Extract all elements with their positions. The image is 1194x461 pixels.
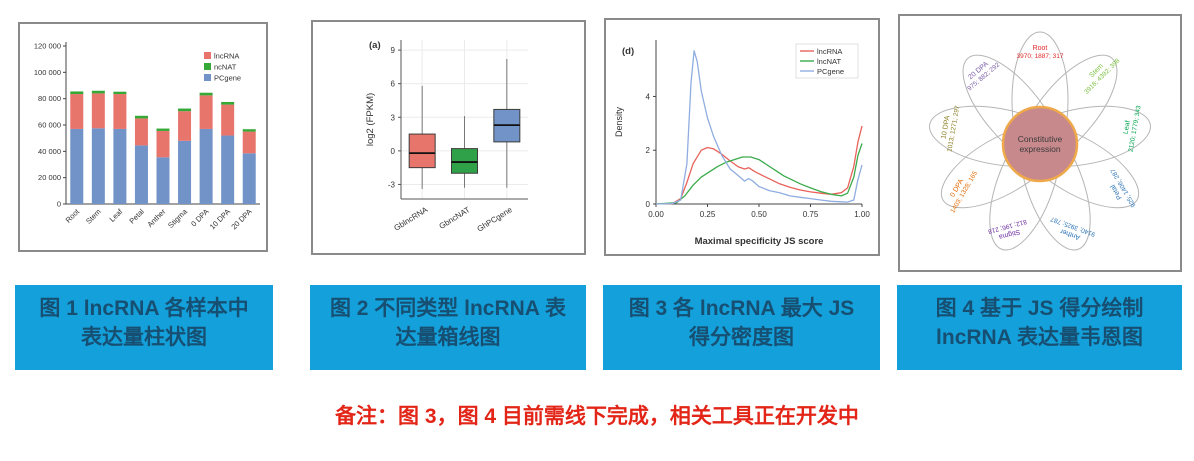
svg-text:log2 (FPKM): log2 (FPKM) — [365, 93, 376, 146]
svg-text:10 DPA: 10 DPA — [940, 115, 951, 140]
svg-text:Anther: Anther — [145, 207, 167, 229]
svg-text:Root: Root — [64, 206, 82, 224]
svg-text:9: 9 — [391, 46, 396, 55]
footnote-text: 备注：图 3，图 4 目前需线下完成，相关工具正在开发中 — [335, 405, 859, 428]
svg-text:PCgene: PCgene — [817, 67, 844, 76]
bar-plot-area: 0 20 000 40 000 60 000 80 000 100 000 120 000 R… — [34, 42, 260, 231]
box-plot-area: -3 0 3 6 9 GblncRNA GbncNAT GhPCgene — [388, 40, 528, 234]
caption-figure-4-text: 图 4 基于 JS 得分绘制 lncRNA 表达量韦恩图 — [935, 296, 1144, 349]
svg-text:20 DPA: 20 DPA — [229, 207, 253, 231]
density-plot-area: 0 2 4 0.00 0.25 0.50 0.75 1.00 — [646, 40, 870, 219]
svg-text:3: 3 — [391, 113, 396, 122]
box-plot-canvas: -3 0 3 6 9 GblncRNA GbncNAT GhPCgene (a) log2 (FP… — [365, 40, 528, 234]
svg-text:Leaf: Leaf — [108, 206, 125, 223]
svg-text:Leaf: Leaf — [1123, 120, 1132, 135]
svg-text:0: 0 — [57, 200, 61, 209]
density-plot-canvas: 0 2 4 0.00 0.25 0.50 0.75 1.00 lncRNAlncNATPCgen… — [614, 40, 870, 247]
svg-text:Density: Density — [614, 106, 624, 137]
svg-text:lncRNA: lncRNA — [214, 52, 239, 61]
svg-text:ncNAT: ncNAT — [214, 63, 237, 72]
svg-text:expression: expression — [1019, 144, 1060, 154]
svg-text:40 000: 40 000 — [38, 147, 61, 156]
svg-text:Petal: Petal — [127, 207, 146, 226]
svg-text:GhPCgene: GhPCgene — [476, 205, 515, 234]
caption-figure-1: 图 1 lncRNA 各样本中表达量柱状图 — [15, 285, 273, 370]
svg-text:Constitutive: Constitutive — [1018, 134, 1063, 144]
caption-figure-2: 图 2 不同类型 lncRNA 表达量箱线图 — [310, 285, 586, 370]
svg-text:lncRNA: lncRNA — [817, 47, 842, 56]
svg-text:3918; 4392; 398: 3918; 4392; 398 — [1083, 57, 1121, 95]
svg-text:lncNAT: lncNAT — [817, 57, 841, 66]
svg-text:80 000: 80 000 — [38, 94, 61, 103]
svg-text:3970; 1887; 317: 3970; 1887; 317 — [1017, 53, 1064, 60]
svg-text:Maximal specificity JS score: Maximal specificity JS score — [695, 236, 824, 247]
caption-figure-3-text: 图 3 各 lncRNA 最大 JS 得分密度图 — [628, 296, 855, 349]
svg-text:Stem: Stem — [84, 207, 103, 226]
svg-text:1.00: 1.00 — [854, 210, 870, 219]
caption-figure-2-text: 图 2 不同类型 lncRNA 表达量箱线图 — [329, 296, 567, 349]
svg-text:(a): (a) — [369, 40, 381, 51]
stacked-bar-chart-canvas: 0 20 000 40 000 60 000 80 000 100 000 120 000 R… — [34, 42, 260, 231]
caption-figure-3: 图 3 各 lncRNA 最大 JS 得分密度图 — [603, 285, 880, 370]
svg-text:60 000: 60 000 — [38, 121, 61, 130]
figure-panel-1: 0 20 000 40 000 60 000 80 000 100 000 120 000 R… — [18, 22, 268, 252]
svg-text:6: 6 — [391, 80, 396, 89]
svg-text:0.25: 0.25 — [700, 210, 716, 219]
svg-text:2: 2 — [646, 146, 651, 155]
svg-text:GblncRNA: GblncRNA — [392, 205, 429, 233]
svg-text:0.75: 0.75 — [803, 210, 819, 219]
svg-text:Stigma: Stigma — [166, 206, 189, 229]
svg-text:(d): (d) — [622, 46, 634, 57]
svg-text:Root: Root — [1033, 45, 1048, 52]
svg-text:-3: -3 — [388, 180, 396, 189]
svg-text:4: 4 — [646, 92, 651, 101]
svg-text:10 DPA: 10 DPA — [208, 207, 232, 231]
footnote: 备注：图 3，图 4 目前需线下完成，相关工具正在开发中 — [0, 400, 1194, 430]
svg-text:120 000: 120 000 — [34, 42, 61, 51]
svg-text:0: 0 — [391, 147, 396, 156]
svg-text:20 000: 20 000 — [38, 173, 61, 182]
figure-panel-4: Constitutive expression Root 3970; 1887; 31… — [898, 14, 1182, 272]
svg-text:PCgene: PCgene — [214, 74, 241, 83]
svg-text:0: 0 — [646, 200, 651, 209]
svg-text:0.00: 0.00 — [648, 210, 664, 219]
caption-figure-1-text: 图 1 lncRNA 各样本中表达量柱状图 — [39, 296, 249, 349]
caption-figure-4: 图 4 基于 JS 得分绘制 lncRNA 表达量韦恩图 — [897, 285, 1182, 370]
figure-panel-2: -3 0 3 6 9 GblncRNA GbncNAT GhPCgene (a) log2 (FP… — [311, 20, 586, 255]
bar-chart-legend: lncRNA ncNAT PCgene — [204, 52, 241, 83]
svg-text:100 000: 100 000 — [34, 68, 61, 77]
svg-text:0.50: 0.50 — [751, 210, 767, 219]
svg-text:GbncNAT: GbncNAT — [438, 205, 472, 231]
figure-panel-3: 0 2 4 0.00 0.25 0.50 0.75 1.00 lncRNA lncNAT PCgen… — [604, 18, 880, 256]
